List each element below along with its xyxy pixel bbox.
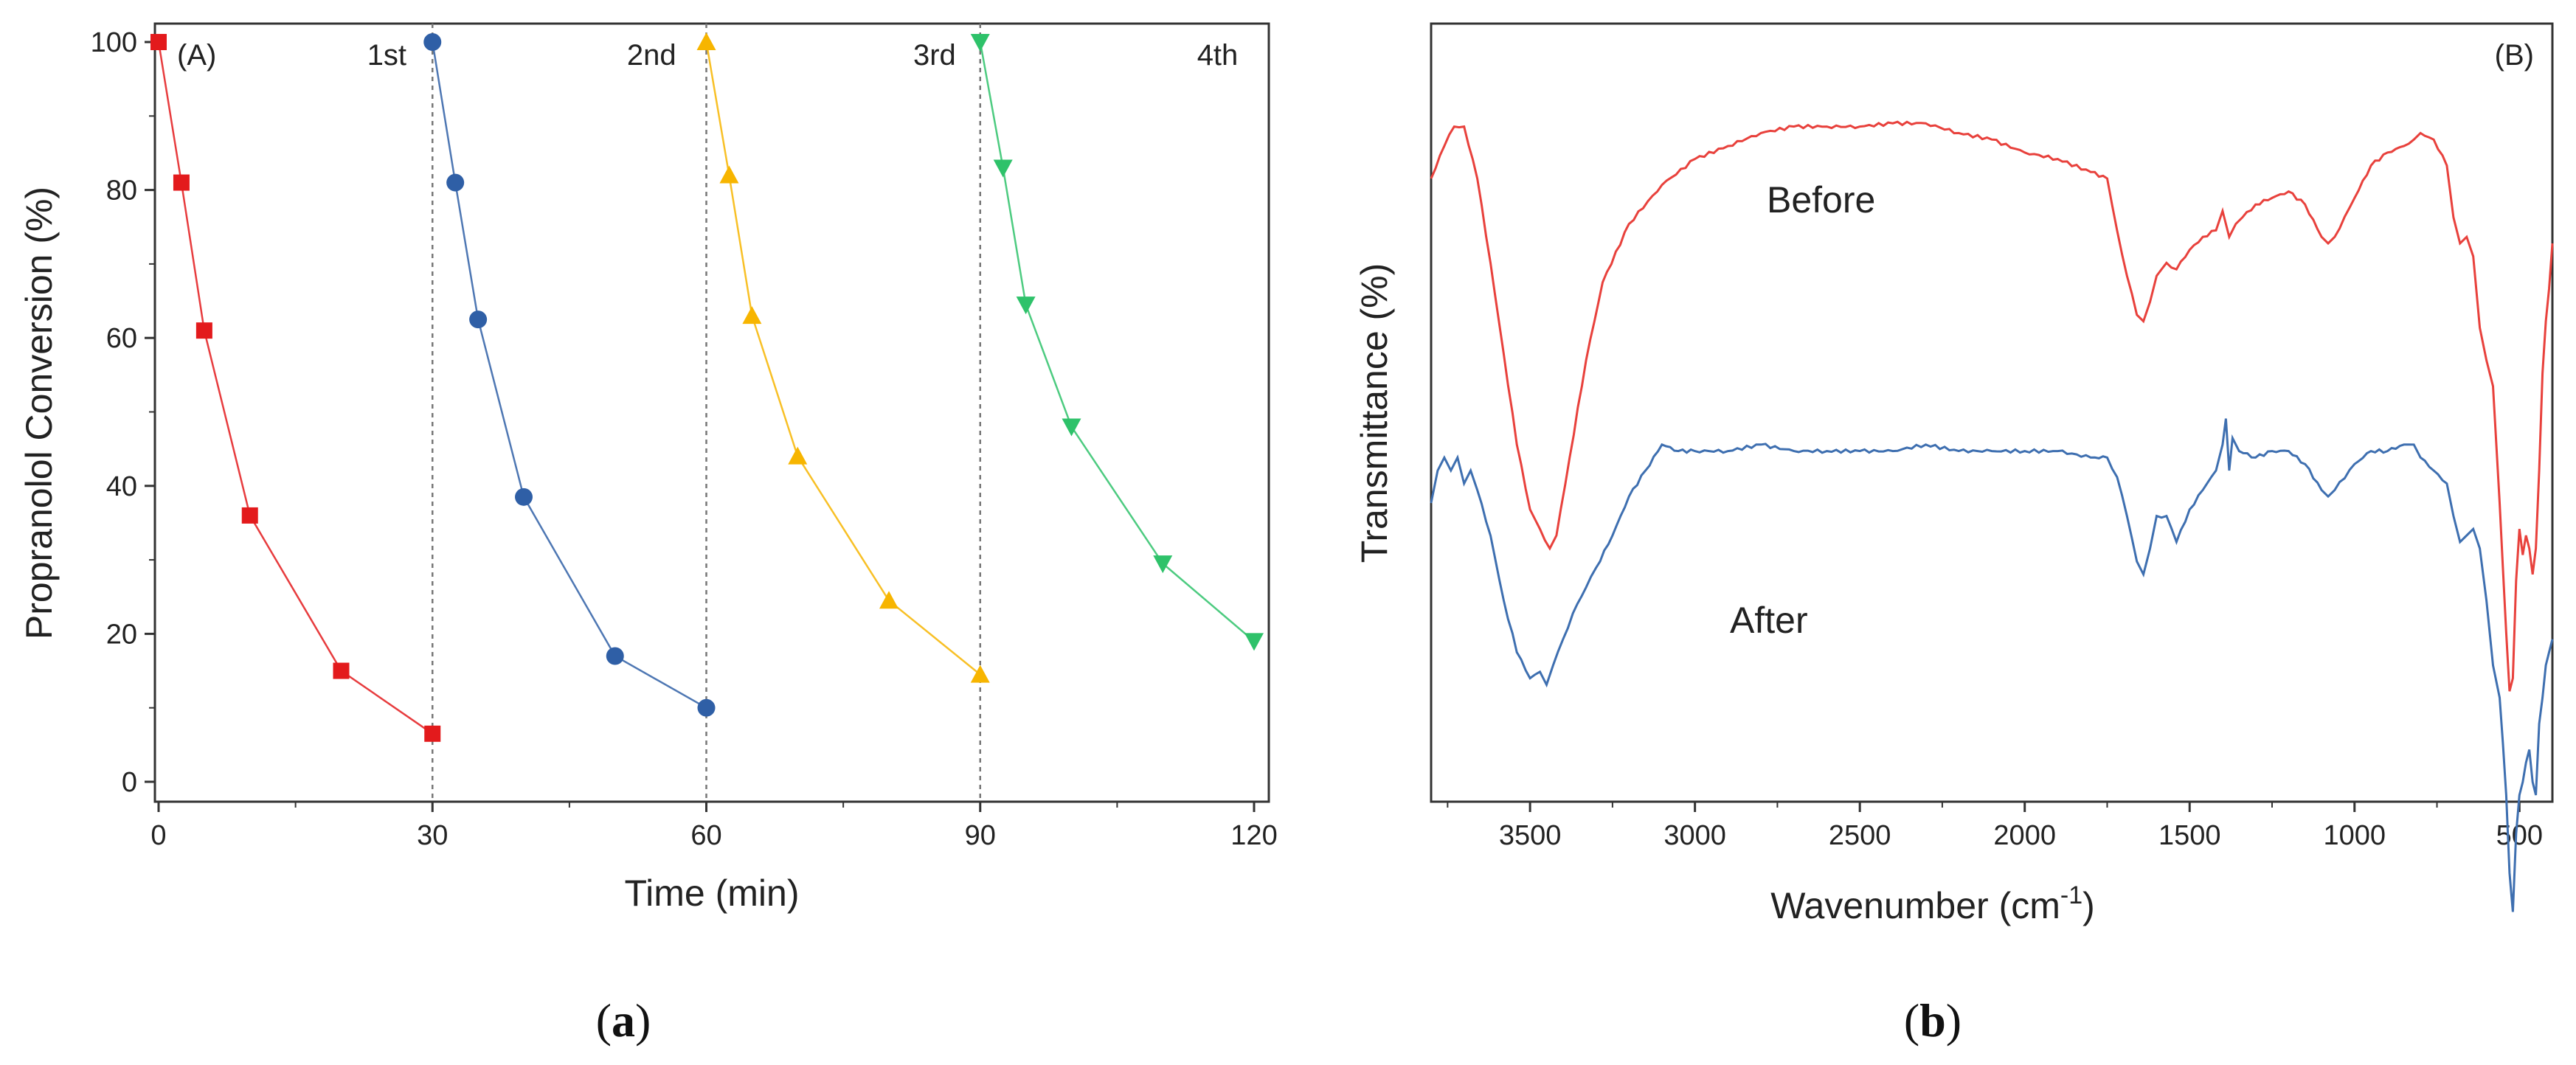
panel-b-x-tick-label: 500 — [2496, 820, 2543, 851]
panel-a-y-axis-title: Propranolol Conversion (%) — [18, 187, 60, 639]
data-point — [742, 306, 762, 325]
data-point — [515, 488, 533, 506]
panel-a-x-tick-label: 90 — [965, 820, 996, 851]
spectrum-Before — [1430, 120, 2554, 692]
panel-a-x-tick-label: 30 — [417, 820, 448, 851]
series-line-1st — [157, 41, 434, 735]
panel-b-x-axis-title-sup: -1 — [2060, 881, 2082, 909]
data-point — [1153, 555, 1173, 574]
data-point — [606, 647, 624, 665]
panel-b-ticks: 3500 3000 2500 2000 1500 1000 500 — [1447, 802, 2543, 851]
series-4th — [970, 34, 1264, 651]
data-point — [150, 34, 167, 50]
caption-a-close: ) — [635, 994, 651, 1047]
data-point — [241, 507, 258, 524]
cycle-label-3rd: 3rd — [913, 39, 956, 72]
caption-b-letter: b — [1919, 994, 1946, 1047]
data-point — [788, 446, 808, 465]
panel-b-x-tick-label: 1000 — [2323, 820, 2386, 851]
panel-a-x-tick-label: 0 — [150, 820, 166, 851]
data-point — [993, 159, 1013, 178]
panel-b-x-tick-label: 3000 — [1663, 820, 1726, 851]
series-2nd — [423, 33, 716, 717]
panel-b-series — [1430, 120, 2554, 912]
panel-a-y-tick-label: 40 — [106, 471, 137, 502]
caption-b-open: ( — [1904, 994, 1919, 1047]
panel-a-cycle-labels: 1st 2nd 3rd 4th — [367, 39, 1239, 72]
data-point — [446, 173, 465, 192]
panel-a-y-tick-label: 20 — [106, 619, 137, 650]
panel-b-letter: (B) — [2495, 39, 2534, 72]
spectrum-line-After — [1430, 418, 2554, 912]
panel-b-x-axis-title: Wavenumber (cm-1) — [1770, 881, 2095, 926]
panel-a-cycle-dividers — [432, 24, 981, 802]
spectrum-line-Before — [1430, 120, 2554, 692]
panel-a-y-tick-label: 100 — [91, 27, 137, 58]
data-point — [173, 174, 190, 191]
data-point — [469, 311, 488, 329]
panel-a-series — [150, 32, 1264, 742]
panel-a-x-tick-label: 60 — [690, 820, 721, 851]
series-line-4th — [979, 41, 1255, 642]
series-label-after: After — [1730, 600, 1808, 641]
panel-a-x-tick-label: 120 — [1230, 820, 1277, 851]
data-point — [970, 665, 990, 683]
panel-a-x-axis-title: Time (min) — [624, 873, 799, 914]
panel-a-y-tick-label: 60 — [106, 323, 137, 354]
series-line-2nd — [432, 41, 707, 709]
panel-b-x-tick-label: 1500 — [2158, 820, 2221, 851]
panel-a-letter: (A) — [177, 39, 216, 72]
spectrum-After — [1430, 418, 2554, 912]
panel-a-y-tick-label: 0 — [122, 767, 137, 798]
caption-a: (a) — [596, 994, 651, 1047]
panel-a-y-tick-label: 80 — [106, 176, 137, 207]
caption-b: (b) — [1904, 994, 1962, 1047]
data-point — [879, 591, 899, 609]
panel-b-plot-frame — [1430, 22, 2554, 803]
data-point — [195, 322, 212, 339]
data-point — [696, 32, 716, 50]
panel-b-y-axis-title: Transmittance (%) — [1354, 263, 1395, 563]
panel-b-x-tick-label: 2000 — [1993, 820, 2056, 851]
panel-a-plot-frame — [153, 22, 1270, 803]
data-point — [719, 165, 739, 184]
panel-b-x-tick-label: 3500 — [1499, 820, 1562, 851]
caption-a-letter: a — [612, 994, 635, 1047]
caption-a-open: ( — [596, 994, 612, 1047]
series-line-3rd — [705, 41, 981, 676]
caption-b-close: ) — [1946, 994, 1962, 1047]
series-3rd — [696, 32, 990, 683]
data-point — [424, 725, 441, 742]
cycle-label-2nd: 2nd — [627, 39, 676, 72]
data-point — [1062, 418, 1081, 437]
panel-a-ticks: 0 30 60 90 120 0 20 40 60 80 100 — [91, 27, 1278, 851]
panel-b-ftir-chart: 3500 3000 2500 2000 1500 1000 500 (B) Before A… — [1354, 22, 2554, 926]
series-1st — [150, 34, 441, 742]
panel-b-x-axis-title-main: Wavenumber (cm — [1770, 885, 2060, 926]
data-point — [333, 662, 350, 679]
data-point — [970, 34, 990, 52]
data-point — [1016, 296, 1036, 315]
data-point — [423, 33, 442, 51]
cycle-label-4th: 4th — [1197, 39, 1239, 72]
series-label-before: Before — [1767, 179, 1875, 221]
panel-b-x-axis-title-end: ) — [2082, 885, 2095, 926]
cycle-label-1st: 1st — [367, 39, 406, 72]
data-point — [697, 698, 716, 717]
panel-b-x-tick-label: 2500 — [1829, 820, 1891, 851]
data-point — [1244, 633, 1264, 651]
